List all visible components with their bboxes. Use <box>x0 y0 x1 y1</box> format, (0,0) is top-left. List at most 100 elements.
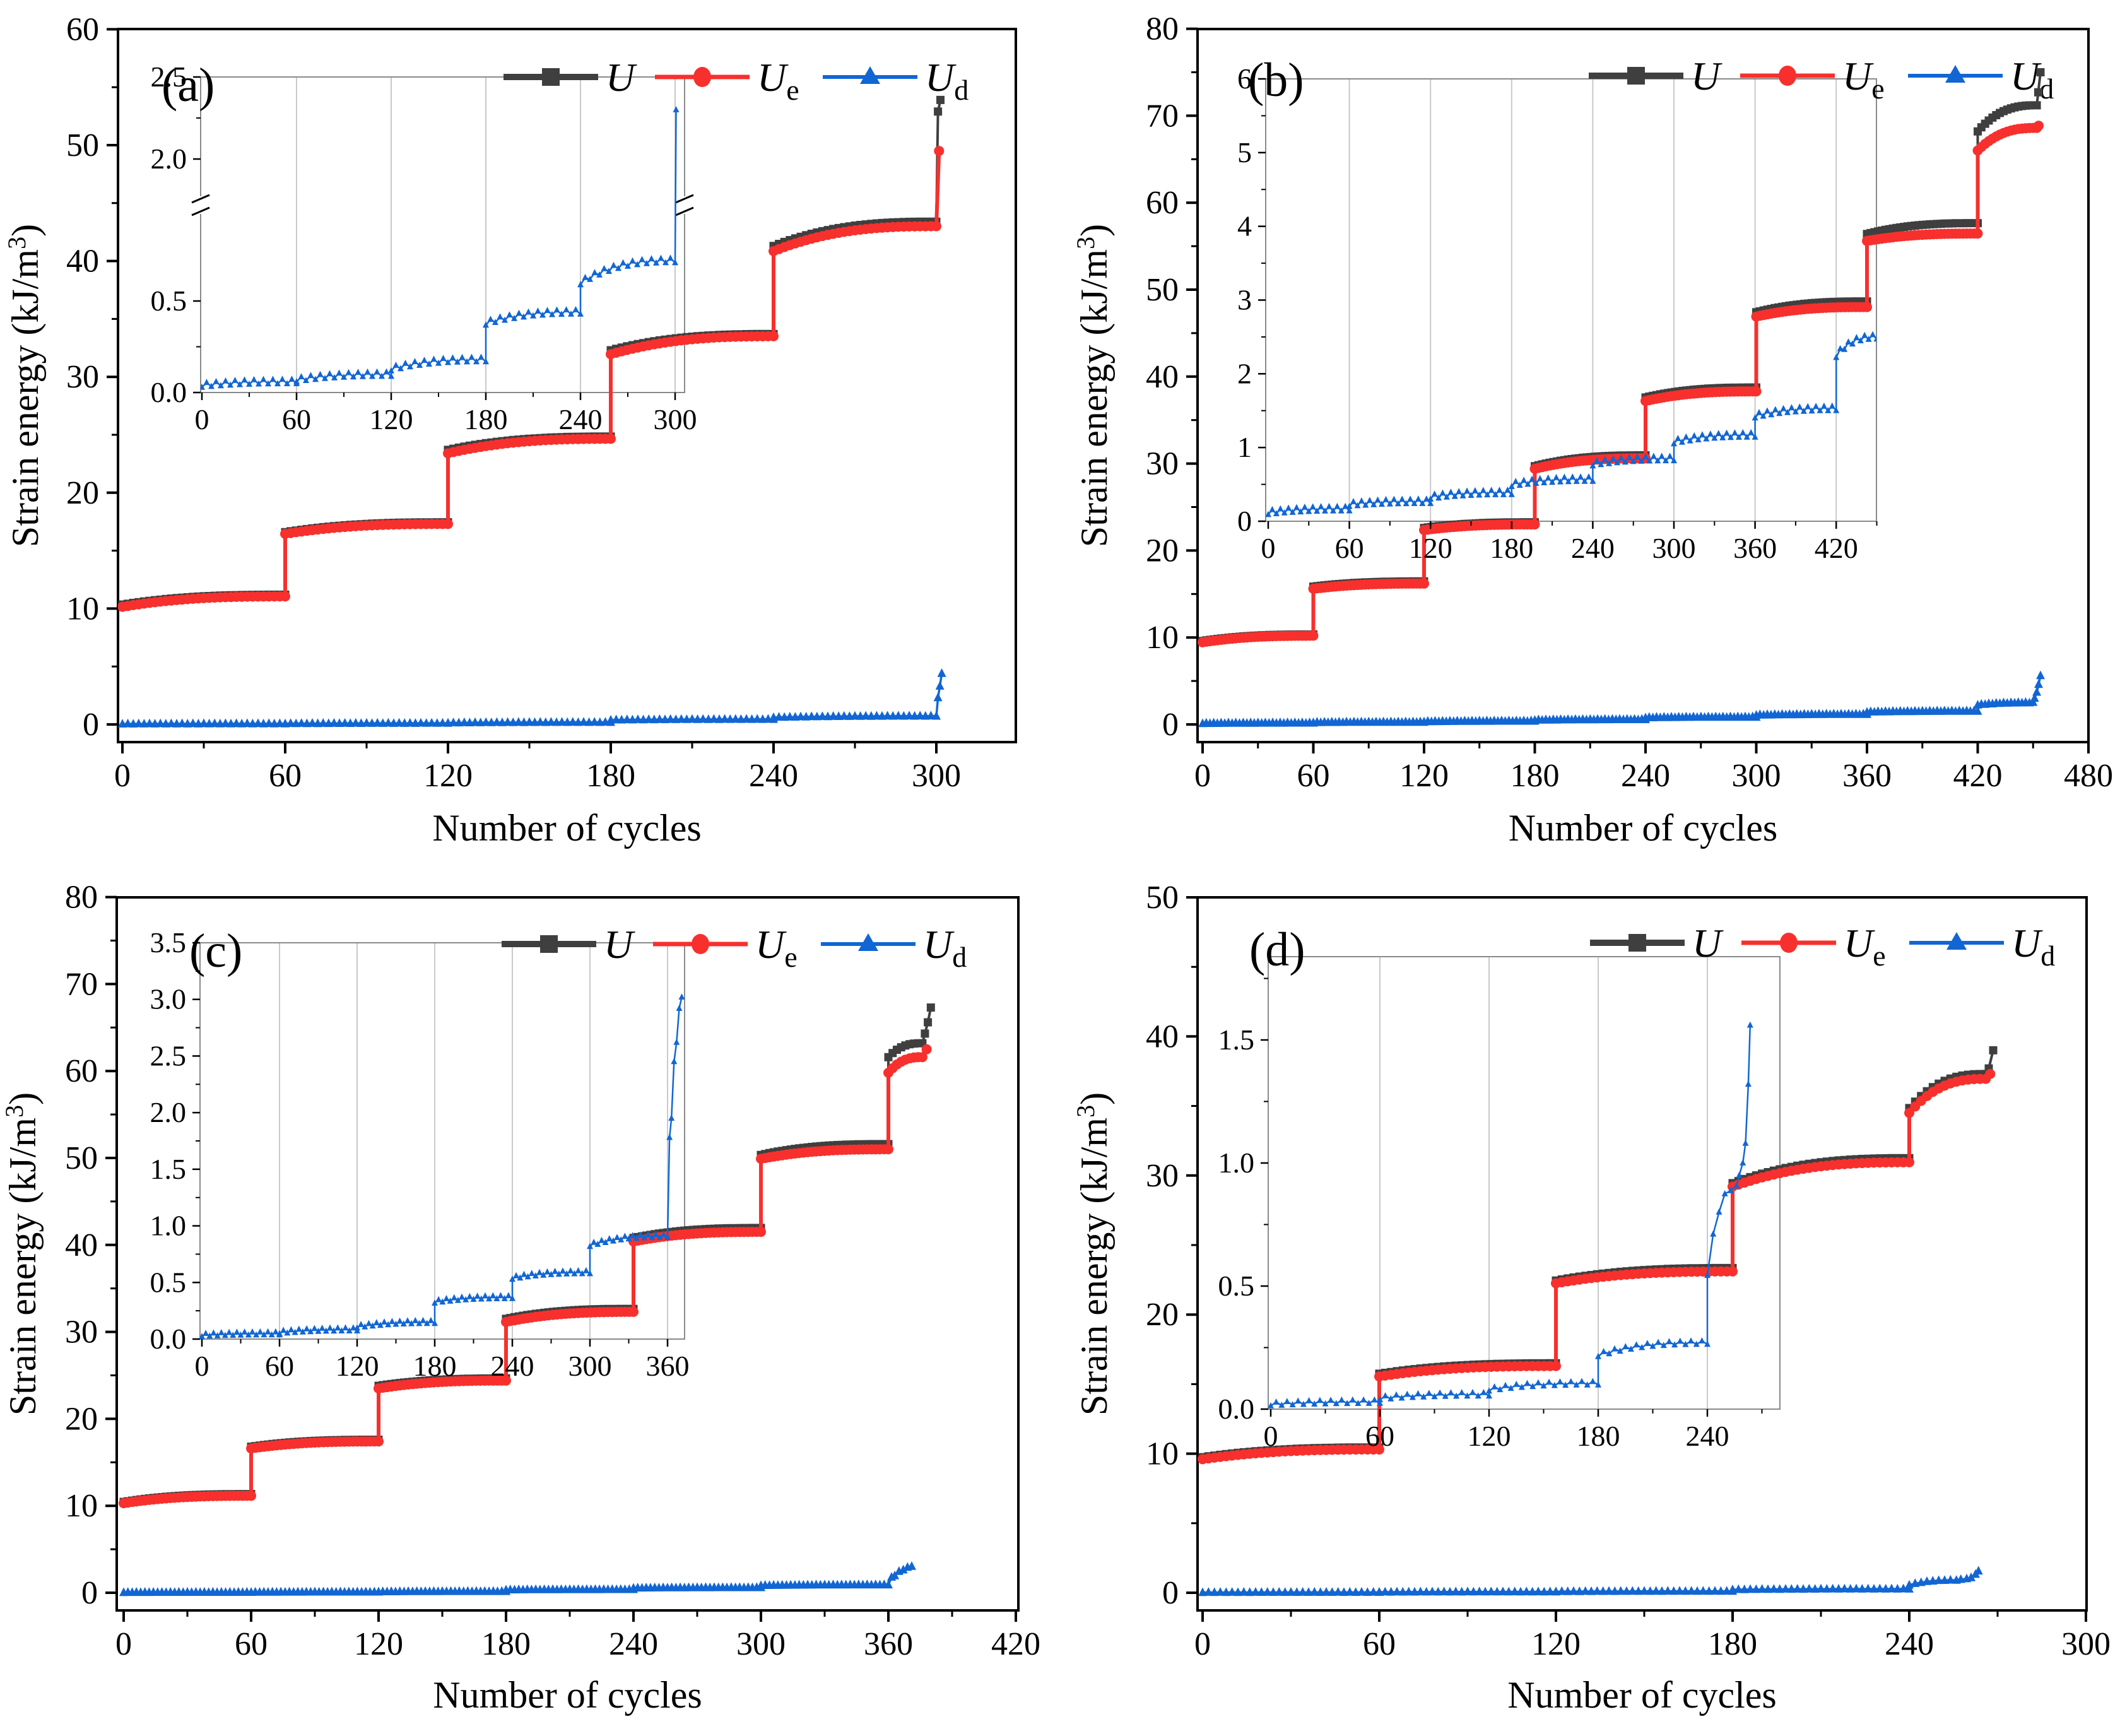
inset-series-markers-Ud <box>1268 1021 1753 1408</box>
panel-a-chart: 0 60 120 180 240 300 0 10 20 30 40 50 60 Strain energ… <box>3 11 1017 849</box>
inset-series-line-Ud <box>201 996 683 1338</box>
inset-x-tick-label: 120 <box>1409 532 1452 564</box>
y-tick-label: 10 <box>1146 620 1179 656</box>
x-tick-label: 180 <box>481 1626 531 1662</box>
series-markers-Ud <box>1198 1566 1983 1597</box>
y-tick-label: 0 <box>1162 707 1179 743</box>
y-tick-label: 50 <box>1146 880 1179 916</box>
legend-label-U: U <box>604 922 635 967</box>
y-tick-label: 10 <box>1146 1436 1179 1472</box>
inset-x-tick-label: 60 <box>265 1350 294 1382</box>
inset-x-tick-label: 0 <box>195 403 209 435</box>
panel-a-inset-series <box>201 106 680 390</box>
panel-c: 0 60 120 180 240 300 360 420 0 10 20 30 40 50 60 70 80 St… <box>0 871 1060 1736</box>
y-tick-label: 70 <box>1146 98 1179 134</box>
inset-y-tick-label: 5 <box>1237 136 1252 168</box>
x-tick-label: 120 <box>354 1626 403 1662</box>
panel-c-tag: (c) <box>189 924 242 977</box>
x-tick-label: 60 <box>235 1626 268 1662</box>
x-tick-label: 240 <box>609 1626 658 1662</box>
series-markers-U <box>119 1003 935 1506</box>
legend-label-Ud: Ud <box>2011 921 2055 972</box>
axis-break-icon <box>191 194 210 204</box>
inset-y-tick-label: 2.5 <box>151 61 187 93</box>
y-tick-label: 40 <box>66 244 99 280</box>
x-tick-label: 300 <box>736 1626 786 1662</box>
panel-a-inset-grid <box>200 76 685 393</box>
inset-x-tick-label: 420 <box>1815 532 1858 564</box>
inset-x-tick-label: 0 <box>1261 532 1276 564</box>
inset-x-tick-label: 120 <box>370 403 413 435</box>
x-tick-label: 240 <box>1885 1626 1934 1662</box>
inset-series-line-Ud <box>1270 1025 1752 1407</box>
legend-label-Ue: Ue <box>755 922 798 973</box>
y-tick-label: 30 <box>1146 1158 1179 1194</box>
x-axis-title: Number of cycles <box>1509 807 1778 849</box>
x-axis-title: Number of cycles <box>1507 1674 1777 1716</box>
x-tick-label: 360 <box>864 1626 913 1662</box>
panel-b: 0 60 120 180 240 300 360 420 480 0 10 20 30 40 50 60 70 8… <box>1060 0 2120 871</box>
panel-a-tag: (a) <box>162 59 215 112</box>
panel-d-axes: 0 60 120 180 240 300 0 10 20 30 40 50 Strain energy … <box>1071 880 2111 1716</box>
x-tick-label: 300 <box>1732 758 1781 794</box>
legend-circle-marker-icon <box>1779 66 1796 86</box>
inset-y-tick-label: 6 <box>1237 62 1252 95</box>
y-tick-label: 80 <box>1146 11 1179 47</box>
inset-x-tick-label: 180 <box>464 403 508 435</box>
panel-a-series <box>118 95 946 728</box>
legend-label-Ud: Ud <box>2010 54 2054 105</box>
x-tick-label: 120 <box>1399 758 1449 794</box>
panel-c-legend: U Ue Ud <box>502 922 967 973</box>
inset-y-tick-label: 0.5 <box>151 285 187 317</box>
inset-y-tick-label: 0 <box>1237 505 1252 537</box>
panel-b-series <box>1198 68 2045 728</box>
y-tick-label: 80 <box>65 880 98 916</box>
axis-break-gap <box>682 196 687 214</box>
inset-y-tick-label: 4 <box>1237 210 1252 242</box>
series-markers-Ue <box>1198 121 2044 647</box>
y-tick-label: 40 <box>1146 1019 1179 1054</box>
legend-triangle-marker-icon <box>860 66 880 84</box>
y-tick-label: 50 <box>1146 272 1179 308</box>
inset-y-tick-label: 2 <box>1237 357 1252 389</box>
panel-c-series <box>119 1003 935 1597</box>
y-tick-label: 0 <box>1162 1575 1179 1611</box>
inset-y-tick-label: 2.5 <box>150 1039 187 1072</box>
inset-x-tick-label: 60 <box>1365 1420 1394 1452</box>
legend-triangle-marker-icon <box>858 933 878 951</box>
legend-square-marker-icon <box>1627 67 1645 85</box>
series-line-Ue <box>1202 124 2040 644</box>
panel-a-legend: U Ue Ud <box>504 55 969 106</box>
inset-y-tick-label: 3.5 <box>150 926 187 959</box>
series-markers-Ud <box>1198 670 2045 728</box>
legend-label-Ud: Ud <box>925 55 969 106</box>
legend-circle-marker-icon <box>692 934 709 954</box>
y-tick-label: 30 <box>1146 446 1179 482</box>
series-markers-Ue <box>1198 1068 1996 1465</box>
inset-x-tick-label: 300 <box>654 403 697 435</box>
inset-y-tick-label: 0.0 <box>150 1323 187 1355</box>
panel-c-inset-axes: 0 60 120 180 240 300 360 0.0 0.5 1.0 1.5 2.0 2.5 3.0 3… <box>150 926 690 1382</box>
inset-x-tick-label: 60 <box>282 403 311 435</box>
series-line-U <box>1202 72 2042 642</box>
panel-d-legend: U Ue Ud <box>1590 921 2055 972</box>
axis-break-icon <box>675 206 694 216</box>
y-tick-label: 30 <box>65 1314 98 1350</box>
inset-x-tick-label: 180 <box>1490 532 1533 564</box>
inset-x-tick-label: 240 <box>559 403 603 435</box>
y-tick-label: 50 <box>65 1140 98 1176</box>
inset-y-tick-label: 3.0 <box>150 983 187 1015</box>
x-tick-label: 300 <box>2061 1626 2111 1662</box>
x-tick-label: 180 <box>586 758 635 794</box>
inset-x-tick-label: 300 <box>1652 532 1696 564</box>
y-tick-label: 10 <box>65 1488 98 1524</box>
series-markers-Ue <box>118 146 945 612</box>
x-tick-label: 0 <box>1194 758 1211 794</box>
x-tick-label: 180 <box>1708 1626 1757 1662</box>
y-tick-label: 60 <box>65 1053 98 1089</box>
legend-label-U: U <box>606 55 637 100</box>
inset-x-tick-label: 240 <box>1686 1420 1729 1452</box>
x-tick-label: 120 <box>1531 1626 1581 1662</box>
panel-c-axes: 0 60 120 180 240 300 360 420 0 10 20 30 40 50 60 70 80 St… <box>0 880 1040 1716</box>
inset-x-tick-label: 240 <box>1571 532 1615 564</box>
